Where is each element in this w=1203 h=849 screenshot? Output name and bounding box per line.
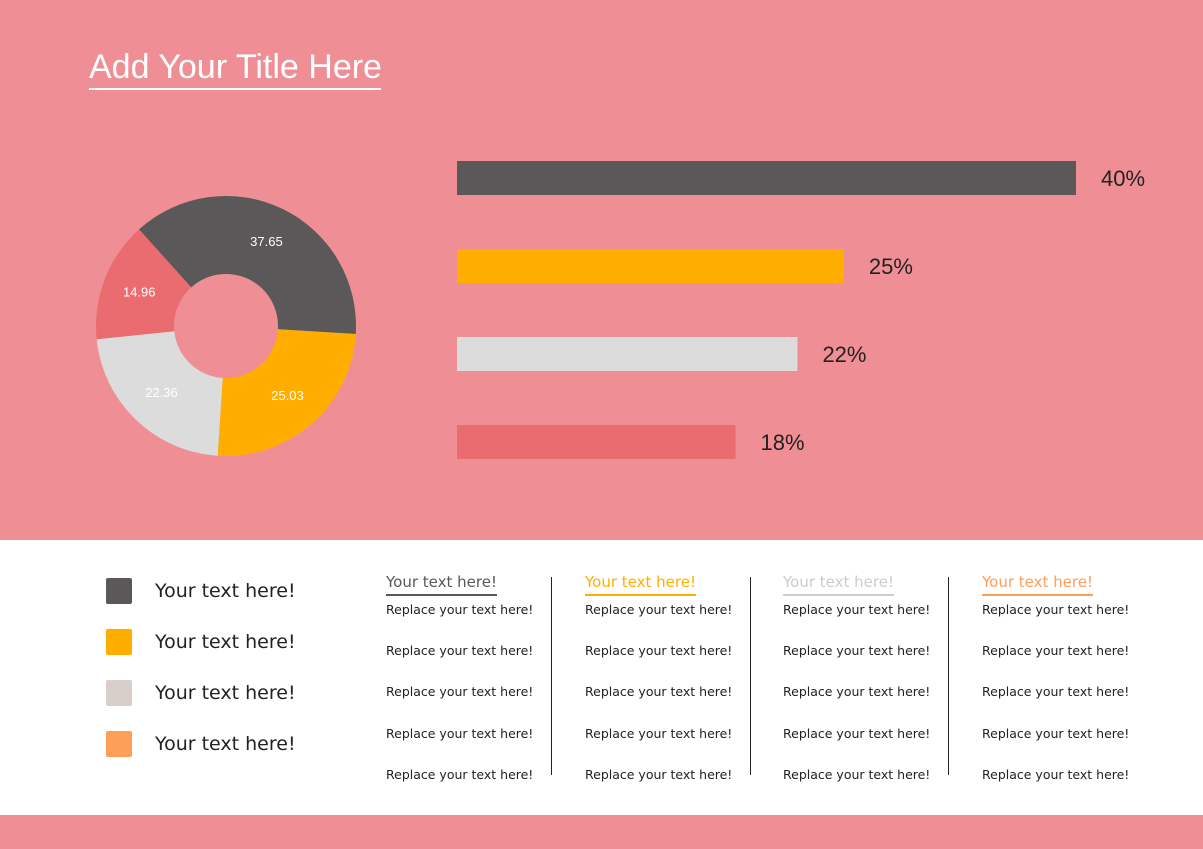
text-column: Your text here! Replace your text here! … bbox=[585, 572, 755, 792]
donut-data-label: 25.03 bbox=[271, 388, 304, 403]
column-heading: Your text here! bbox=[386, 572, 497, 596]
bar bbox=[457, 249, 844, 283]
donut-data-label: 14.96 bbox=[123, 285, 156, 300]
column-text: Replace your text here! bbox=[982, 726, 1130, 741]
column-text: Replace your text here! bbox=[585, 726, 733, 741]
column-heading: Your text here! bbox=[585, 572, 696, 596]
column-heading: Your text here! bbox=[783, 572, 894, 596]
page-title: Add Your Title Here bbox=[89, 48, 382, 86]
legend-label: Your text here! bbox=[155, 682, 296, 704]
bar-data-label: 18% bbox=[761, 430, 805, 455]
column-text: Replace your text here! bbox=[386, 643, 534, 658]
top-panel: Add Your Title Here 37.65 25.03 22.36 14.96… bbox=[89, 48, 1146, 459]
legend-label: Your text here! bbox=[155, 631, 296, 653]
legend-swatch bbox=[106, 578, 132, 604]
column-text: Replace your text here! bbox=[982, 602, 1130, 617]
bar-chart: 40% 25% 22% 18% bbox=[457, 161, 1145, 459]
donut-slice bbox=[96, 229, 192, 340]
column-divider bbox=[551, 577, 552, 775]
legend-swatch bbox=[106, 731, 132, 757]
column-text: Replace your text here! bbox=[783, 602, 931, 617]
column-text: Replace your text here! bbox=[585, 602, 733, 617]
donut-chart: 37.65 25.03 22.36 14.96 bbox=[96, 195, 356, 457]
text-column: Your text here! Replace your text here! … bbox=[982, 572, 1152, 792]
column-text: Replace your text here! bbox=[982, 643, 1130, 658]
footer-band bbox=[0, 815, 1203, 849]
column-divider bbox=[948, 577, 949, 775]
column-text: Replace your text here! bbox=[783, 643, 931, 658]
column-text: Replace your text here! bbox=[585, 643, 733, 658]
bar-data-label: 40% bbox=[1101, 166, 1145, 191]
column-heading: Your text here! bbox=[982, 572, 1093, 596]
title-underline bbox=[89, 88, 381, 90]
donut-data-label: 37.65 bbox=[250, 234, 283, 249]
text-column: Your text here! Replace your text here! … bbox=[386, 572, 556, 792]
donut-slice bbox=[96, 331, 223, 456]
column-text: Replace your text here! bbox=[982, 684, 1130, 699]
column-text: Replace your text here! bbox=[386, 726, 534, 741]
column-text: Replace your text here! bbox=[386, 767, 534, 782]
legend-label: Your text here! bbox=[155, 580, 296, 602]
bar bbox=[457, 425, 736, 459]
legend-label: Your text here! bbox=[155, 733, 296, 755]
legend-swatch bbox=[106, 629, 132, 655]
column-text: Replace your text here! bbox=[585, 767, 733, 782]
column-text: Replace your text here! bbox=[783, 767, 931, 782]
donut-slice bbox=[139, 195, 356, 335]
bar bbox=[457, 337, 798, 371]
text-column: Your text here! Replace your text here! … bbox=[783, 572, 953, 792]
donut-slice bbox=[217, 329, 356, 457]
bar-data-label: 25% bbox=[869, 254, 913, 279]
bottom-panel: Your text here! Your text here! Your tex… bbox=[0, 540, 1203, 815]
column-text: Replace your text here! bbox=[386, 602, 534, 617]
column-text: Replace your text here! bbox=[386, 684, 534, 699]
column-text: Replace your text here! bbox=[783, 726, 931, 741]
column-text: Replace your text here! bbox=[783, 684, 931, 699]
column-divider bbox=[750, 577, 751, 775]
donut-data-label: 22.36 bbox=[145, 385, 178, 400]
bar-data-label: 22% bbox=[822, 342, 866, 367]
column-text: Replace your text here! bbox=[585, 684, 733, 699]
bar bbox=[457, 161, 1076, 195]
column-text: Replace your text here! bbox=[982, 767, 1130, 782]
legend-swatch bbox=[106, 680, 132, 706]
